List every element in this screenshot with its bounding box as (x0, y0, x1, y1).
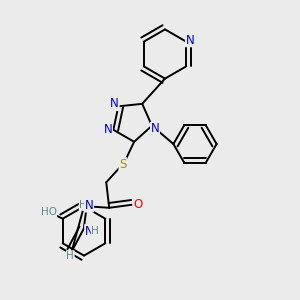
Text: N: N (85, 199, 94, 212)
Text: N: N (103, 123, 112, 136)
Text: H: H (79, 200, 87, 210)
Text: N: N (85, 225, 94, 238)
Text: S: S (119, 158, 126, 171)
Text: N: N (185, 34, 194, 47)
Text: H: H (91, 226, 99, 236)
Text: N: N (110, 98, 119, 110)
Text: N: N (151, 122, 159, 135)
Text: O: O (133, 198, 142, 211)
Text: H: H (66, 251, 74, 261)
Text: HO: HO (40, 207, 57, 217)
